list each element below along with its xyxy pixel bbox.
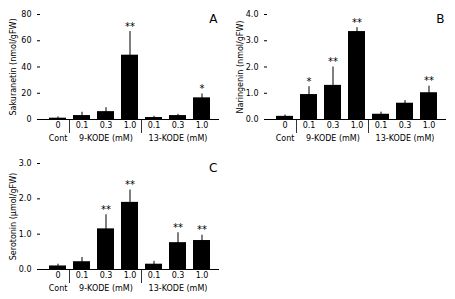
svg-text:1.0: 1.0: [124, 271, 137, 280]
svg-text:1.0: 1.0: [423, 121, 436, 130]
svg-text:0: 0: [26, 115, 31, 124]
svg-text:13-KODE (mM): 13-KODE (mM): [149, 284, 208, 293]
svg-text:**: **: [125, 179, 135, 190]
svg-text:0.0: 0.0: [246, 115, 259, 124]
svg-text:Cont: Cont: [49, 134, 68, 143]
svg-text:Cont: Cont: [49, 284, 68, 293]
svg-text:**: **: [328, 56, 338, 67]
svg-text:13-KODE (mM): 13-KODE (mM): [149, 134, 208, 143]
svg-text:0: 0: [55, 121, 60, 130]
svg-text:0.3: 0.3: [172, 271, 185, 280]
svg-text:3.0: 3.0: [246, 36, 259, 45]
svg-text:1.0: 1.0: [196, 121, 209, 130]
svg-text:1.0: 1.0: [246, 89, 259, 98]
svg-text:0: 0: [282, 121, 287, 130]
svg-text:0.0: 0.0: [19, 265, 32, 274]
svg-text:3.0: 3.0: [19, 159, 32, 168]
svg-text:40: 40: [21, 63, 31, 72]
svg-text:9-KODE (mM): 9-KODE (mM): [306, 134, 360, 143]
svg-text:Sakuranetin (nmol/gFW): Sakuranetin (nmol/gFW): [9, 18, 18, 115]
svg-text:0.1: 0.1: [303, 121, 316, 130]
svg-text:13-KODE (mM): 13-KODE (mM): [376, 134, 435, 143]
svg-text:2.0: 2.0: [246, 63, 259, 72]
svg-text:0.3: 0.3: [399, 121, 412, 130]
svg-text:0.1: 0.1: [148, 271, 161, 280]
svg-text:20: 20: [21, 89, 31, 98]
svg-text:4.0: 4.0: [246, 10, 259, 19]
svg-text:0.3: 0.3: [172, 121, 185, 130]
svg-text:60: 60: [21, 36, 31, 45]
svg-text:**: **: [424, 75, 434, 86]
svg-text:9-KODE (mM): 9-KODE (mM): [79, 284, 133, 293]
svg-text:**: **: [125, 21, 135, 32]
svg-text:Cont: Cont: [276, 134, 295, 143]
svg-text:B: B: [436, 12, 444, 26]
svg-text:80: 80: [21, 10, 31, 19]
svg-text:**: **: [352, 17, 362, 28]
svg-text:0: 0: [55, 271, 60, 280]
svg-text:*: *: [307, 76, 312, 87]
svg-text:0.1: 0.1: [148, 121, 161, 130]
svg-text:1.0: 1.0: [124, 121, 137, 130]
svg-text:*: *: [200, 83, 205, 94]
svg-text:**: **: [173, 222, 183, 233]
svg-text:0.3: 0.3: [327, 121, 340, 130]
svg-text:1.0: 1.0: [351, 121, 364, 130]
svg-text:A: A: [209, 12, 218, 26]
svg-text:2.0: 2.0: [19, 194, 32, 203]
svg-text:0.1: 0.1: [76, 271, 89, 280]
svg-text:C: C: [209, 161, 217, 175]
svg-text:Naringenin (nmol/gFW): Naringenin (nmol/gFW): [236, 21, 245, 114]
svg-text:0.3: 0.3: [100, 121, 113, 130]
svg-text:0.1: 0.1: [375, 121, 388, 130]
svg-text:1.0: 1.0: [196, 271, 209, 280]
svg-text:0.3: 0.3: [100, 271, 113, 280]
svg-text:Serotonin (μmol/gFW): Serotonin (μmol/gFW): [9, 173, 18, 260]
svg-text:0.1: 0.1: [76, 121, 89, 130]
svg-text:1.0: 1.0: [19, 230, 32, 239]
svg-text:**: **: [197, 224, 207, 235]
svg-text:**: **: [101, 204, 111, 215]
svg-text:9-KODE (mM): 9-KODE (mM): [79, 134, 133, 143]
